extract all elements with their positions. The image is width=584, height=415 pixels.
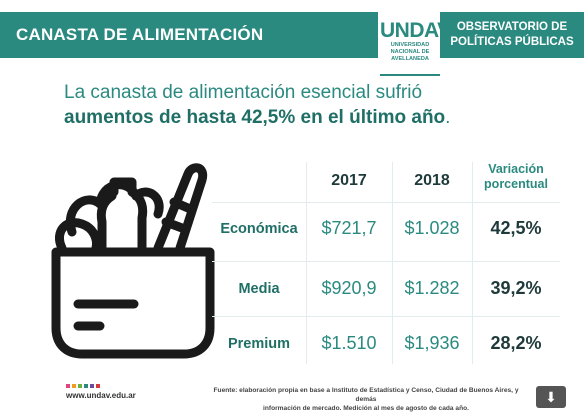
cell-media-2017: $920,9 — [321, 278, 377, 298]
column-header-2018: 2018 — [414, 172, 450, 189]
headline-line-1: La canasta de alimentación esencial sufr… — [64, 82, 423, 103]
source-note: Fuente: elaboración propia en base a Ins… — [206, 386, 526, 413]
cell-economica-variation: 42,5% — [490, 218, 542, 238]
logo-subtitle-1: UNIVERSIDAD — [390, 42, 430, 48]
headline: La canasta de alimentación esencial sufr… — [64, 80, 534, 130]
source-line-1: Fuente: elaboración propia en base a Ins… — [213, 387, 519, 403]
brand-dot — [72, 384, 76, 388]
headline-line-2: aumentos de hasta 42,5% en el último año… — [64, 105, 534, 130]
row-divider — [212, 316, 560, 317]
cell-economica-2017: $721,7 — [321, 218, 377, 238]
cell-media-2018: $1.282 — [404, 278, 460, 298]
brand-dot — [84, 384, 88, 388]
row-label-economica: Económica — [220, 221, 298, 237]
variation-header-line-2: porcentual — [484, 177, 548, 191]
row-divider — [212, 261, 560, 262]
observatory-line-1: OBSERVATORIO DE — [456, 21, 568, 33]
variation-header-line-1: Variación — [488, 162, 544, 176]
observatory-label: OBSERVATORIO DE POLÍTICAS PÚBLICAS — [440, 12, 584, 58]
brand-dot — [96, 384, 100, 388]
headline-period: . — [445, 107, 451, 128]
row-divider — [212, 202, 560, 203]
logo-wordmark: UNDAV — [380, 19, 451, 42]
observatory-line-2: POLÍTICAS PÚBLICAS — [450, 36, 574, 48]
brand-dot — [66, 384, 70, 388]
download-button[interactable]: ⬇ — [536, 386, 566, 408]
logo-subtitle-2: NACIONAL DE — [390, 49, 430, 56]
footer-brand: www.undav.edu.ar — [66, 384, 136, 400]
cell-economica-2018: $1.028 — [404, 218, 460, 238]
footer-url-link[interactable]: www.undav.edu.ar — [66, 391, 136, 400]
cell-media-variation: 39,2% — [490, 278, 542, 298]
brand-dot — [90, 384, 94, 388]
cell-premium-2017: $1.510 — [321, 333, 377, 353]
source-line-2: información de mercado. Medición al mes … — [263, 405, 469, 412]
row-label-premium: Premium — [227, 336, 291, 352]
cell-premium-variation: 28,2% — [490, 333, 542, 353]
section-title: CANASTA DE ALIMENTACIÓN — [0, 12, 378, 58]
column-divider — [306, 162, 307, 364]
download-arrow-icon: ⬇ — [545, 389, 557, 405]
logo-subtitle-3: AVELLANEDA — [391, 56, 429, 63]
cell-premium-2018: $1,936 — [404, 333, 460, 353]
column-header-2017: 2017 — [331, 172, 367, 189]
column-divider — [472, 162, 473, 364]
header-bar: CANASTA DE ALIMENTACIÓN UNDAV UNIVERSIDA… — [0, 0, 584, 76]
column-divider — [392, 162, 393, 364]
brand-color-dots — [66, 384, 136, 388]
grocery-bag-icon — [51, 163, 215, 359]
column-header-variation: Variación porcentual — [472, 158, 560, 200]
headline-emphasis: aumentos de hasta 42,5% en el último año — [64, 107, 446, 128]
undav-logo: UNDAV UNIVERSIDAD NACIONAL DE AVELLANEDA — [380, 0, 451, 76]
brand-dot — [78, 384, 82, 388]
row-label-media: Media — [238, 281, 280, 297]
